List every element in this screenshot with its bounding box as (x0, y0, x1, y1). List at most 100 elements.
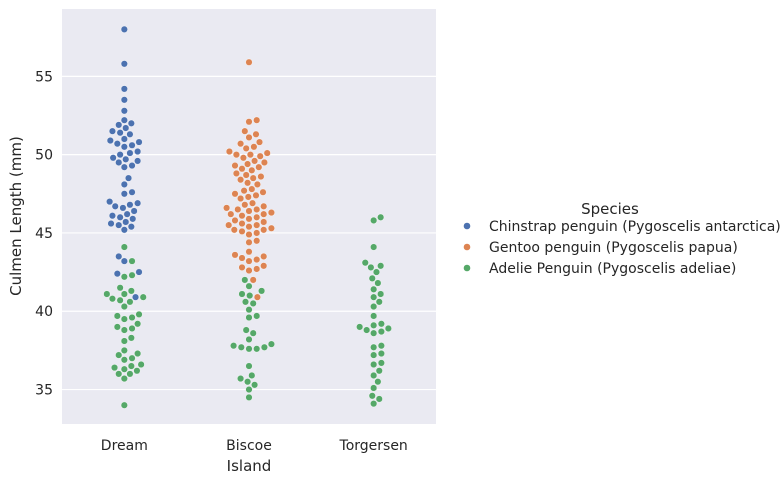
data-point (111, 364, 119, 372)
data-point (244, 179, 252, 187)
data-point (248, 371, 256, 379)
data-point (245, 386, 253, 394)
data-point (245, 248, 253, 256)
data-point (245, 267, 253, 275)
data-point (120, 190, 128, 198)
data-point (120, 85, 128, 93)
data-point (120, 143, 128, 151)
data-point (120, 96, 128, 104)
data-point (232, 151, 240, 159)
data-point (123, 210, 131, 218)
data-point (377, 320, 385, 328)
data-point (375, 367, 383, 375)
data-point (260, 158, 268, 166)
data-point (253, 116, 261, 124)
data-point (120, 356, 128, 364)
data-point (370, 351, 378, 359)
data-point (370, 384, 378, 392)
legend-entry: Adelie Penguin (Pygoscelis adeliae) (489, 261, 736, 277)
data-point (252, 191, 260, 199)
data-point (245, 207, 253, 215)
data-point (128, 271, 136, 279)
data-point (245, 282, 253, 290)
data-point (126, 130, 134, 138)
data-point (237, 375, 245, 383)
data-point (111, 202, 119, 210)
data-point (241, 201, 249, 209)
data-point (128, 314, 136, 322)
data-point (109, 154, 117, 162)
data-point (126, 370, 134, 378)
data-point (120, 226, 128, 234)
data-point (120, 375, 128, 383)
data-point (375, 298, 383, 306)
data-point (113, 270, 121, 278)
data-point (133, 367, 141, 375)
data-point (361, 259, 369, 267)
data-point (367, 263, 375, 271)
data-point (135, 268, 143, 276)
data-point (115, 158, 123, 166)
data-point (120, 257, 128, 265)
data-point (260, 202, 268, 210)
data-point (246, 151, 254, 159)
data-point (248, 185, 256, 193)
data-point (115, 252, 123, 260)
data-point (139, 293, 147, 301)
data-point (253, 213, 261, 221)
data-point (363, 326, 371, 334)
data-point (238, 220, 246, 228)
data-point (128, 324, 136, 332)
data-point (370, 312, 378, 320)
data-point (122, 218, 130, 226)
data-point (370, 243, 378, 251)
data-point (238, 290, 246, 298)
data-point (120, 135, 128, 143)
data-point (260, 252, 268, 260)
data-point (245, 257, 253, 265)
x-tick-label: Biscoe (226, 438, 272, 454)
data-point (134, 157, 142, 165)
data-point (120, 243, 128, 251)
data-point (267, 224, 275, 232)
data-point (370, 285, 378, 293)
data-point (122, 155, 130, 163)
legend-marker (463, 243, 471, 251)
data-point (241, 127, 249, 135)
data-point (232, 169, 240, 177)
data-point (250, 143, 258, 151)
data-point (260, 262, 268, 270)
data-point (377, 350, 385, 358)
data-point (238, 263, 246, 271)
data-point (132, 293, 140, 301)
data-point (127, 362, 135, 370)
data-point (252, 130, 260, 138)
data-point (240, 187, 248, 195)
data-point (242, 326, 250, 334)
data-point (127, 119, 135, 127)
data-point (370, 321, 378, 329)
y-tick-labels: 35 40 45 50 55 (35, 69, 53, 398)
data-point (377, 213, 385, 221)
data-point (377, 328, 385, 336)
data-point (245, 345, 253, 353)
data-point (238, 254, 246, 262)
x-tick-label: Torgersen (339, 438, 408, 454)
data-point (237, 343, 245, 351)
data-point (231, 162, 239, 170)
data-point (253, 221, 261, 229)
data-point (107, 220, 115, 228)
data-point (356, 323, 364, 331)
data-point (115, 351, 123, 359)
data-point (245, 362, 253, 370)
data-point (372, 268, 380, 276)
data-point (113, 140, 121, 148)
data-point (368, 392, 376, 400)
data-point (128, 162, 136, 170)
data-point (370, 303, 378, 311)
data-point (384, 324, 392, 332)
data-point (263, 149, 271, 157)
data-point (128, 257, 136, 265)
data-point (257, 173, 265, 181)
x-tick-label: Dream (101, 438, 148, 454)
